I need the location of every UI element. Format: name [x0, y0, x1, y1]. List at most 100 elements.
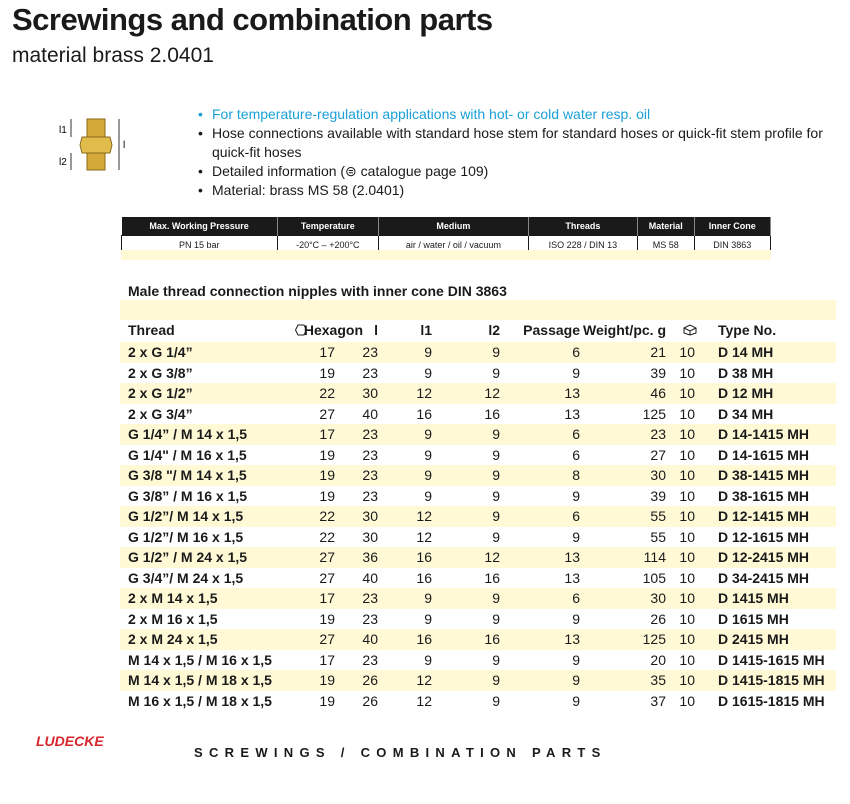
cell: G 1/2”/ M 16 x 1,5 — [128, 528, 244, 545]
cell: 22 — [319, 385, 335, 401]
column-header: l1 — [420, 322, 432, 338]
cell: 30 — [362, 528, 378, 545]
cell: 10 — [679, 672, 695, 688]
cell: 40 — [362, 405, 378, 422]
table-row: M 14 x 1,5 / M 18 x 1,5 19 26 12 9 9 35 10 D 141… — [120, 670, 836, 691]
cell: 19 — [319, 364, 335, 381]
cell: D 1415-1615 MH — [718, 651, 825, 668]
cell: 9 — [492, 426, 500, 442]
cell: 10 — [679, 651, 695, 668]
hexagon — [79, 136, 113, 154]
cell: 30 — [650, 467, 666, 483]
cell: 9 — [492, 508, 500, 524]
cell: 27 — [650, 446, 666, 463]
cell: 9 — [492, 364, 500, 381]
cell: 2 x M 14 x 1,5 — [128, 590, 218, 606]
table-row: 2 x G 1/4” 17 23 9 9 6 21 10 D 14 MH — [120, 342, 836, 363]
cell: 10 — [679, 344, 695, 360]
cell: 27 — [319, 405, 335, 422]
cell: 16 — [484, 631, 500, 647]
cell: 12 — [416, 692, 432, 709]
package-icon — [682, 320, 698, 341]
title: Screwings and combination parts — [12, 2, 493, 37]
footer-text: SCREWINGS / COMBINATION PARTS — [194, 745, 607, 760]
bullet: For temperature-regulation applications … — [198, 105, 838, 124]
cell: D 34-2415 MH — [718, 569, 810, 586]
cell: 16 — [484, 405, 500, 422]
cell: 23 — [362, 487, 378, 504]
cell: D 14 MH — [718, 344, 774, 360]
spec-header: Max. Working Pressure Temperature Medium Th… — [121, 217, 772, 236]
cell: 9 — [572, 487, 580, 504]
cell: 10 — [679, 508, 695, 524]
cell: 9 — [572, 672, 580, 688]
cell: G 3/4”/ M 24 x 1,5 — [128, 569, 244, 586]
spec-head-cell: Threads — [528, 217, 639, 236]
column-header: Thread — [128, 322, 175, 338]
cell: D 12-2415 MH — [718, 549, 810, 565]
cell: 13 — [564, 385, 580, 401]
cell: D 2415 MH — [718, 631, 789, 647]
cell: 21 — [650, 344, 666, 360]
cell: 16 — [484, 569, 500, 586]
cell: 10 — [679, 590, 695, 606]
table-row: 2 x M 16 x 1,5 19 23 9 9 9 26 10 D 1615 MH — [120, 609, 836, 630]
cell: 10 — [679, 487, 695, 504]
cell: 19 — [319, 446, 335, 463]
table-pad — [120, 300, 836, 320]
cell: 23 — [362, 344, 378, 360]
table-row: G 3/4”/ M 24 x 1,5 27 40 16 16 13 105 10 D 34-24… — [120, 568, 836, 589]
cell: 35 — [650, 672, 666, 688]
column-header: Type No. — [718, 322, 777, 338]
cell: 22 — [319, 528, 335, 545]
cell: 22 — [319, 508, 335, 524]
cell: 9 — [424, 651, 432, 668]
cell: 9 — [492, 487, 500, 504]
spec-head-cell: Material — [637, 217, 695, 236]
cell: 6 — [572, 590, 580, 606]
cell: 39 — [650, 487, 666, 504]
spec-head-cell: Max. Working Pressure — [121, 217, 278, 236]
cell: 9 — [492, 692, 500, 709]
product-figure: l1 l2 l — [59, 118, 125, 171]
cell: 9 — [492, 672, 500, 688]
cell: 9 — [492, 467, 500, 483]
cell: 6 — [572, 508, 580, 524]
cell: 9 — [424, 467, 432, 483]
bullet: Detailed information (⊜ catalogue page 1… — [198, 162, 838, 181]
cell: 17 — [319, 344, 335, 360]
column-header: Weight/pc. g — [583, 322, 666, 338]
cell: 55 — [650, 508, 666, 524]
cell: 9 — [572, 651, 580, 668]
cell: D 1615 MH — [718, 610, 789, 627]
cell: 12 — [416, 672, 432, 688]
cell: G 1/2”/ M 14 x 1,5 — [128, 508, 244, 524]
bullet: Material: brass MS 58 (2.0401) — [198, 181, 838, 200]
cell: D 38 MH — [718, 364, 774, 381]
cell: 17 — [319, 426, 335, 442]
cell: G 3/8” / M 16 x 1,5 — [128, 487, 248, 504]
table-row: 2 x M 24 x 1,5 27 40 16 16 13 125 10 D 2415 MH — [120, 629, 836, 650]
cell: D 38-1415 MH — [718, 467, 810, 483]
cell: 10 — [679, 405, 695, 422]
dim-label: l — [123, 140, 125, 151]
cell: 16 — [416, 405, 432, 422]
cell: 55 — [650, 528, 666, 545]
cell: 23 — [362, 446, 378, 463]
cell: 19 — [319, 692, 335, 709]
table-row: G 1/2” / M 24 x 1,5 27 36 16 12 13 114 10 D 12-2… — [120, 547, 836, 568]
cell: 10 — [679, 467, 695, 483]
cell: 9 — [572, 692, 580, 709]
cell: D 1415 MH — [718, 590, 789, 606]
cell: 30 — [362, 508, 378, 524]
cell: 12 — [416, 528, 432, 545]
cell: 36 — [362, 549, 378, 565]
cell: 26 — [362, 692, 378, 709]
cell: 26 — [362, 672, 378, 688]
cell: 12 — [484, 549, 500, 565]
cell: 16 — [416, 631, 432, 647]
cell: M 14 x 1,5 / M 18 x 1,5 — [128, 672, 272, 688]
column-header: Hexagon — [303, 322, 363, 338]
cell: 2 x M 24 x 1,5 — [128, 631, 218, 647]
cell: 27 — [319, 631, 335, 647]
